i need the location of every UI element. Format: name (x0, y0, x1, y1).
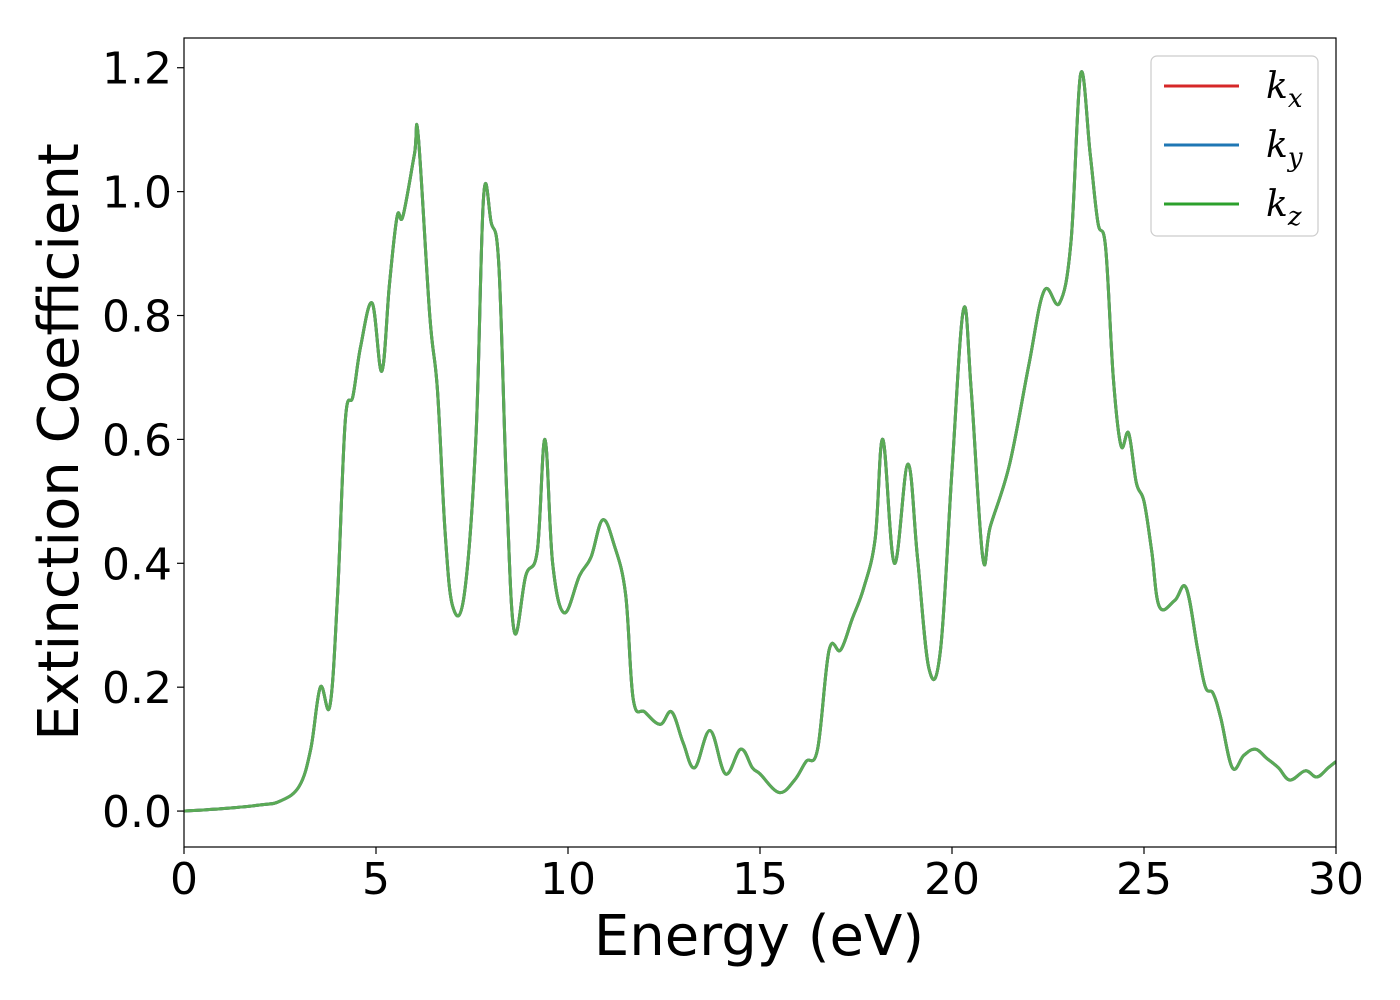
y-tick-label: 0.8 (102, 292, 172, 343)
y-axis-title: Extinction Coefficient (27, 143, 92, 741)
x-tick-label: 0 (170, 854, 198, 905)
legend-label-ky: ky (1266, 125, 1303, 173)
x-tick-label: 30 (1308, 854, 1364, 905)
y-tick-label: 0.4 (102, 539, 172, 590)
series-line-kz (184, 70, 1336, 813)
plot-background (184, 38, 1336, 847)
y-tick-label: 0.0 (102, 787, 172, 838)
y-tick-label: 0.2 (102, 663, 172, 714)
y-tick-label: 0.6 (102, 415, 172, 466)
x-tick-label: 10 (540, 854, 596, 905)
x-tick-label: 5 (362, 854, 390, 905)
plot-area (184, 38, 1336, 847)
y-tick-label: 1.0 (102, 168, 172, 219)
y-tick-label: 1.2 (102, 44, 172, 95)
x-tick-label: 15 (732, 854, 788, 905)
legend: kx ky kz (1150, 55, 1319, 237)
x-axis-title: Energy (eV) (594, 904, 924, 969)
series-layer (184, 70, 1336, 813)
x-tick-label: 25 (1116, 854, 1172, 905)
x-tick-label: 20 (924, 854, 980, 905)
axes-layer: 0 5 10 15 20 25 30 0.0 0.2 0.4 0.6 0.8 1.0 1.2 (102, 37, 1364, 905)
legend-label-kx: kx (1266, 66, 1303, 114)
legend-label-kz: kz (1266, 184, 1302, 232)
